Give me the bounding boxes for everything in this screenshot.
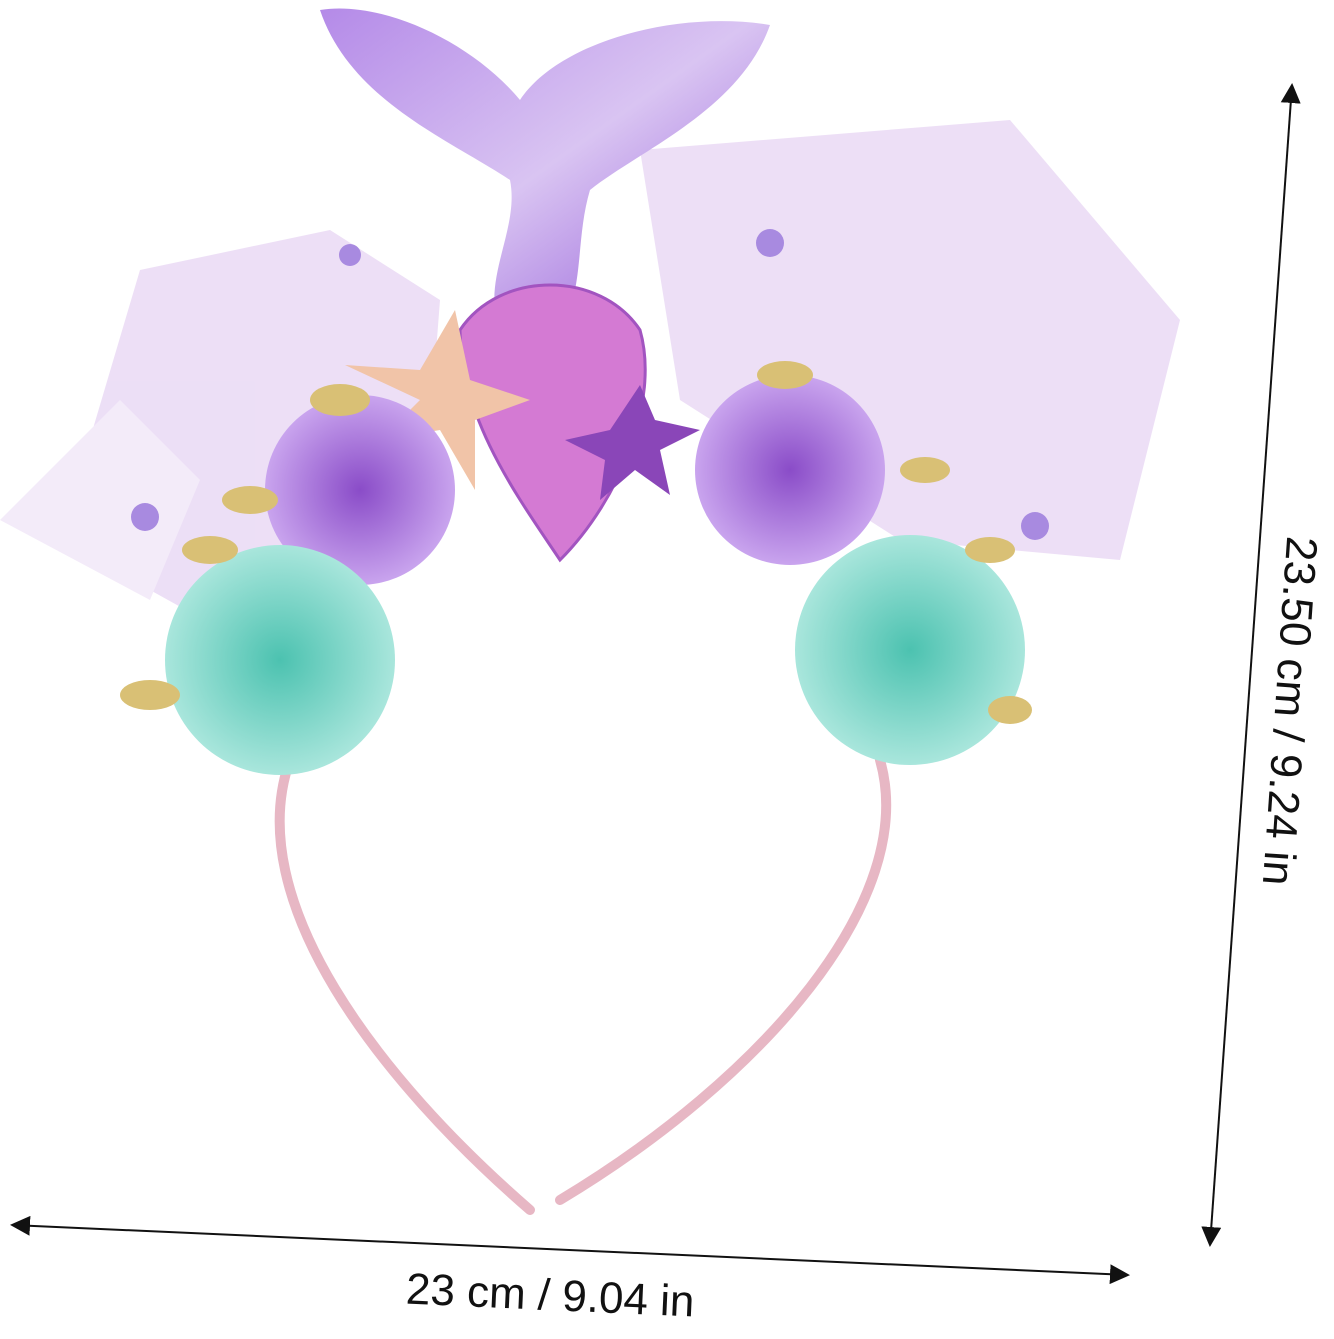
pearl (131, 503, 159, 531)
leaf (757, 361, 813, 389)
pearl (756, 229, 784, 257)
flower-teal-right (795, 535, 1025, 765)
flower-purple-left (265, 395, 455, 585)
leaf (900, 457, 950, 483)
height-label: 23.50 cm / 9.24 in (1253, 535, 1326, 887)
leaf (120, 680, 180, 710)
pearl (1021, 512, 1049, 540)
leaf (988, 696, 1032, 724)
width-arrow (10, 1215, 1130, 1285)
leaf (965, 537, 1015, 563)
leaf (310, 384, 370, 416)
pearls (131, 229, 1049, 540)
width-label: 23 cm / 9.04 in (405, 1264, 696, 1326)
starfish-purple (565, 385, 700, 500)
pearl (339, 244, 361, 266)
headband (274, 755, 892, 1215)
flower-teal-left (165, 545, 395, 775)
leaf (182, 536, 238, 564)
tulle-left-outer (0, 400, 200, 600)
leaves (120, 361, 1032, 724)
starfish-orange (345, 310, 530, 490)
mermaid-tail (320, 8, 770, 330)
leaf (222, 486, 278, 514)
flower-purple-right (695, 375, 885, 565)
height-arrow (1201, 83, 1301, 1247)
